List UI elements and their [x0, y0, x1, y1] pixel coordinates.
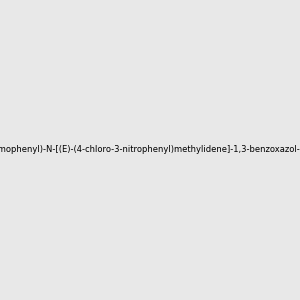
Text: 2-(3-bromophenyl)-N-[(E)-(4-chloro-3-nitrophenyl)methylidene]-1,3-benzoxazol-6-a: 2-(3-bromophenyl)-N-[(E)-(4-chloro-3-nit… — [0, 146, 300, 154]
